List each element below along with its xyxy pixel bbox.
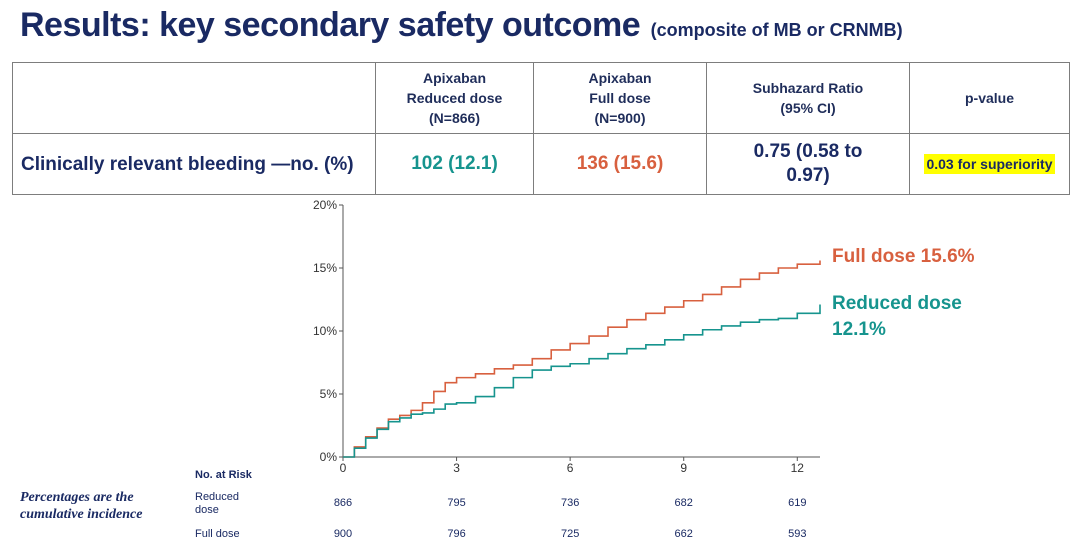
results-table: Apixaban Reduced dose (N=866) Apixaban F… bbox=[12, 62, 1070, 195]
y-tick-label: 10% bbox=[313, 324, 337, 338]
cell-ratio: 0.75 (0.58 to 0.97) bbox=[706, 133, 910, 195]
header-full: Apixaban Full dose (N=900) bbox=[533, 62, 707, 134]
title-subtitle: (composite of MB or CRNMB) bbox=[650, 20, 903, 40]
y-tick-label: 20% bbox=[313, 198, 337, 212]
at-risk-row-label: Reduced bbox=[195, 491, 239, 503]
x-tick-label: 3 bbox=[453, 461, 460, 475]
at-risk-row-label: Full dose bbox=[195, 528, 240, 540]
pvalue-highlight: 0.03 for superiority bbox=[924, 154, 1055, 174]
at-risk-value: 866 bbox=[334, 497, 352, 509]
row-label: Clinically relevant bleeding —no. (%) bbox=[12, 133, 376, 195]
y-tick-label: 0% bbox=[320, 450, 338, 464]
at-risk-value: 662 bbox=[675, 528, 693, 540]
at-risk-value: 725 bbox=[561, 528, 579, 540]
at-risk-value: 900 bbox=[334, 528, 352, 540]
cell-full: 136 (15.6) bbox=[533, 133, 707, 195]
table-row: Clinically relevant bleeding —no. (%) 10… bbox=[12, 133, 1070, 195]
x-tick-label: 6 bbox=[567, 461, 574, 475]
at-risk-value: 619 bbox=[788, 497, 806, 509]
reduced-dose-line bbox=[343, 304, 821, 458]
at-risk-value: 736 bbox=[561, 497, 579, 509]
table-header-row: Apixaban Reduced dose (N=866) Apixaban F… bbox=[12, 62, 1070, 134]
full-dose-label: Full dose 15.6% bbox=[832, 246, 975, 267]
slide-title: Results: key secondary safety outcome (c… bbox=[20, 6, 903, 45]
x-tick-label: 12 bbox=[791, 461, 805, 475]
y-tick-label: 15% bbox=[313, 261, 337, 275]
reduced-dose-label: Reduced dose bbox=[832, 293, 962, 314]
x-tick-label: 9 bbox=[680, 461, 687, 475]
at-risk-header: No. at Risk bbox=[195, 469, 253, 481]
at-risk-value: 682 bbox=[675, 497, 693, 509]
title-main: Results: key secondary safety outcome bbox=[20, 6, 641, 44]
reduced-dose-label-value: 12.1% bbox=[832, 319, 886, 340]
y-tick-label: 5% bbox=[320, 387, 338, 401]
at-risk-value: 796 bbox=[447, 528, 465, 540]
cell-pvalue: 0.03 for superiority bbox=[909, 133, 1070, 195]
cell-reduced: 102 (12.1) bbox=[375, 133, 534, 195]
footnote: Percentages are the cumulative incidence bbox=[20, 490, 143, 522]
full-dose-line bbox=[343, 260, 821, 458]
at-risk-value: 593 bbox=[788, 528, 806, 540]
x-tick-label: 0 bbox=[340, 461, 347, 475]
header-pvalue: p-value bbox=[909, 62, 1070, 134]
header-ratio: Subhazard Ratio (95% CI) bbox=[706, 62, 910, 134]
header-reduced: Apixaban Reduced dose (N=866) bbox=[375, 62, 534, 134]
at-risk-row-label: dose bbox=[195, 504, 219, 516]
at-risk-value: 795 bbox=[447, 497, 465, 509]
